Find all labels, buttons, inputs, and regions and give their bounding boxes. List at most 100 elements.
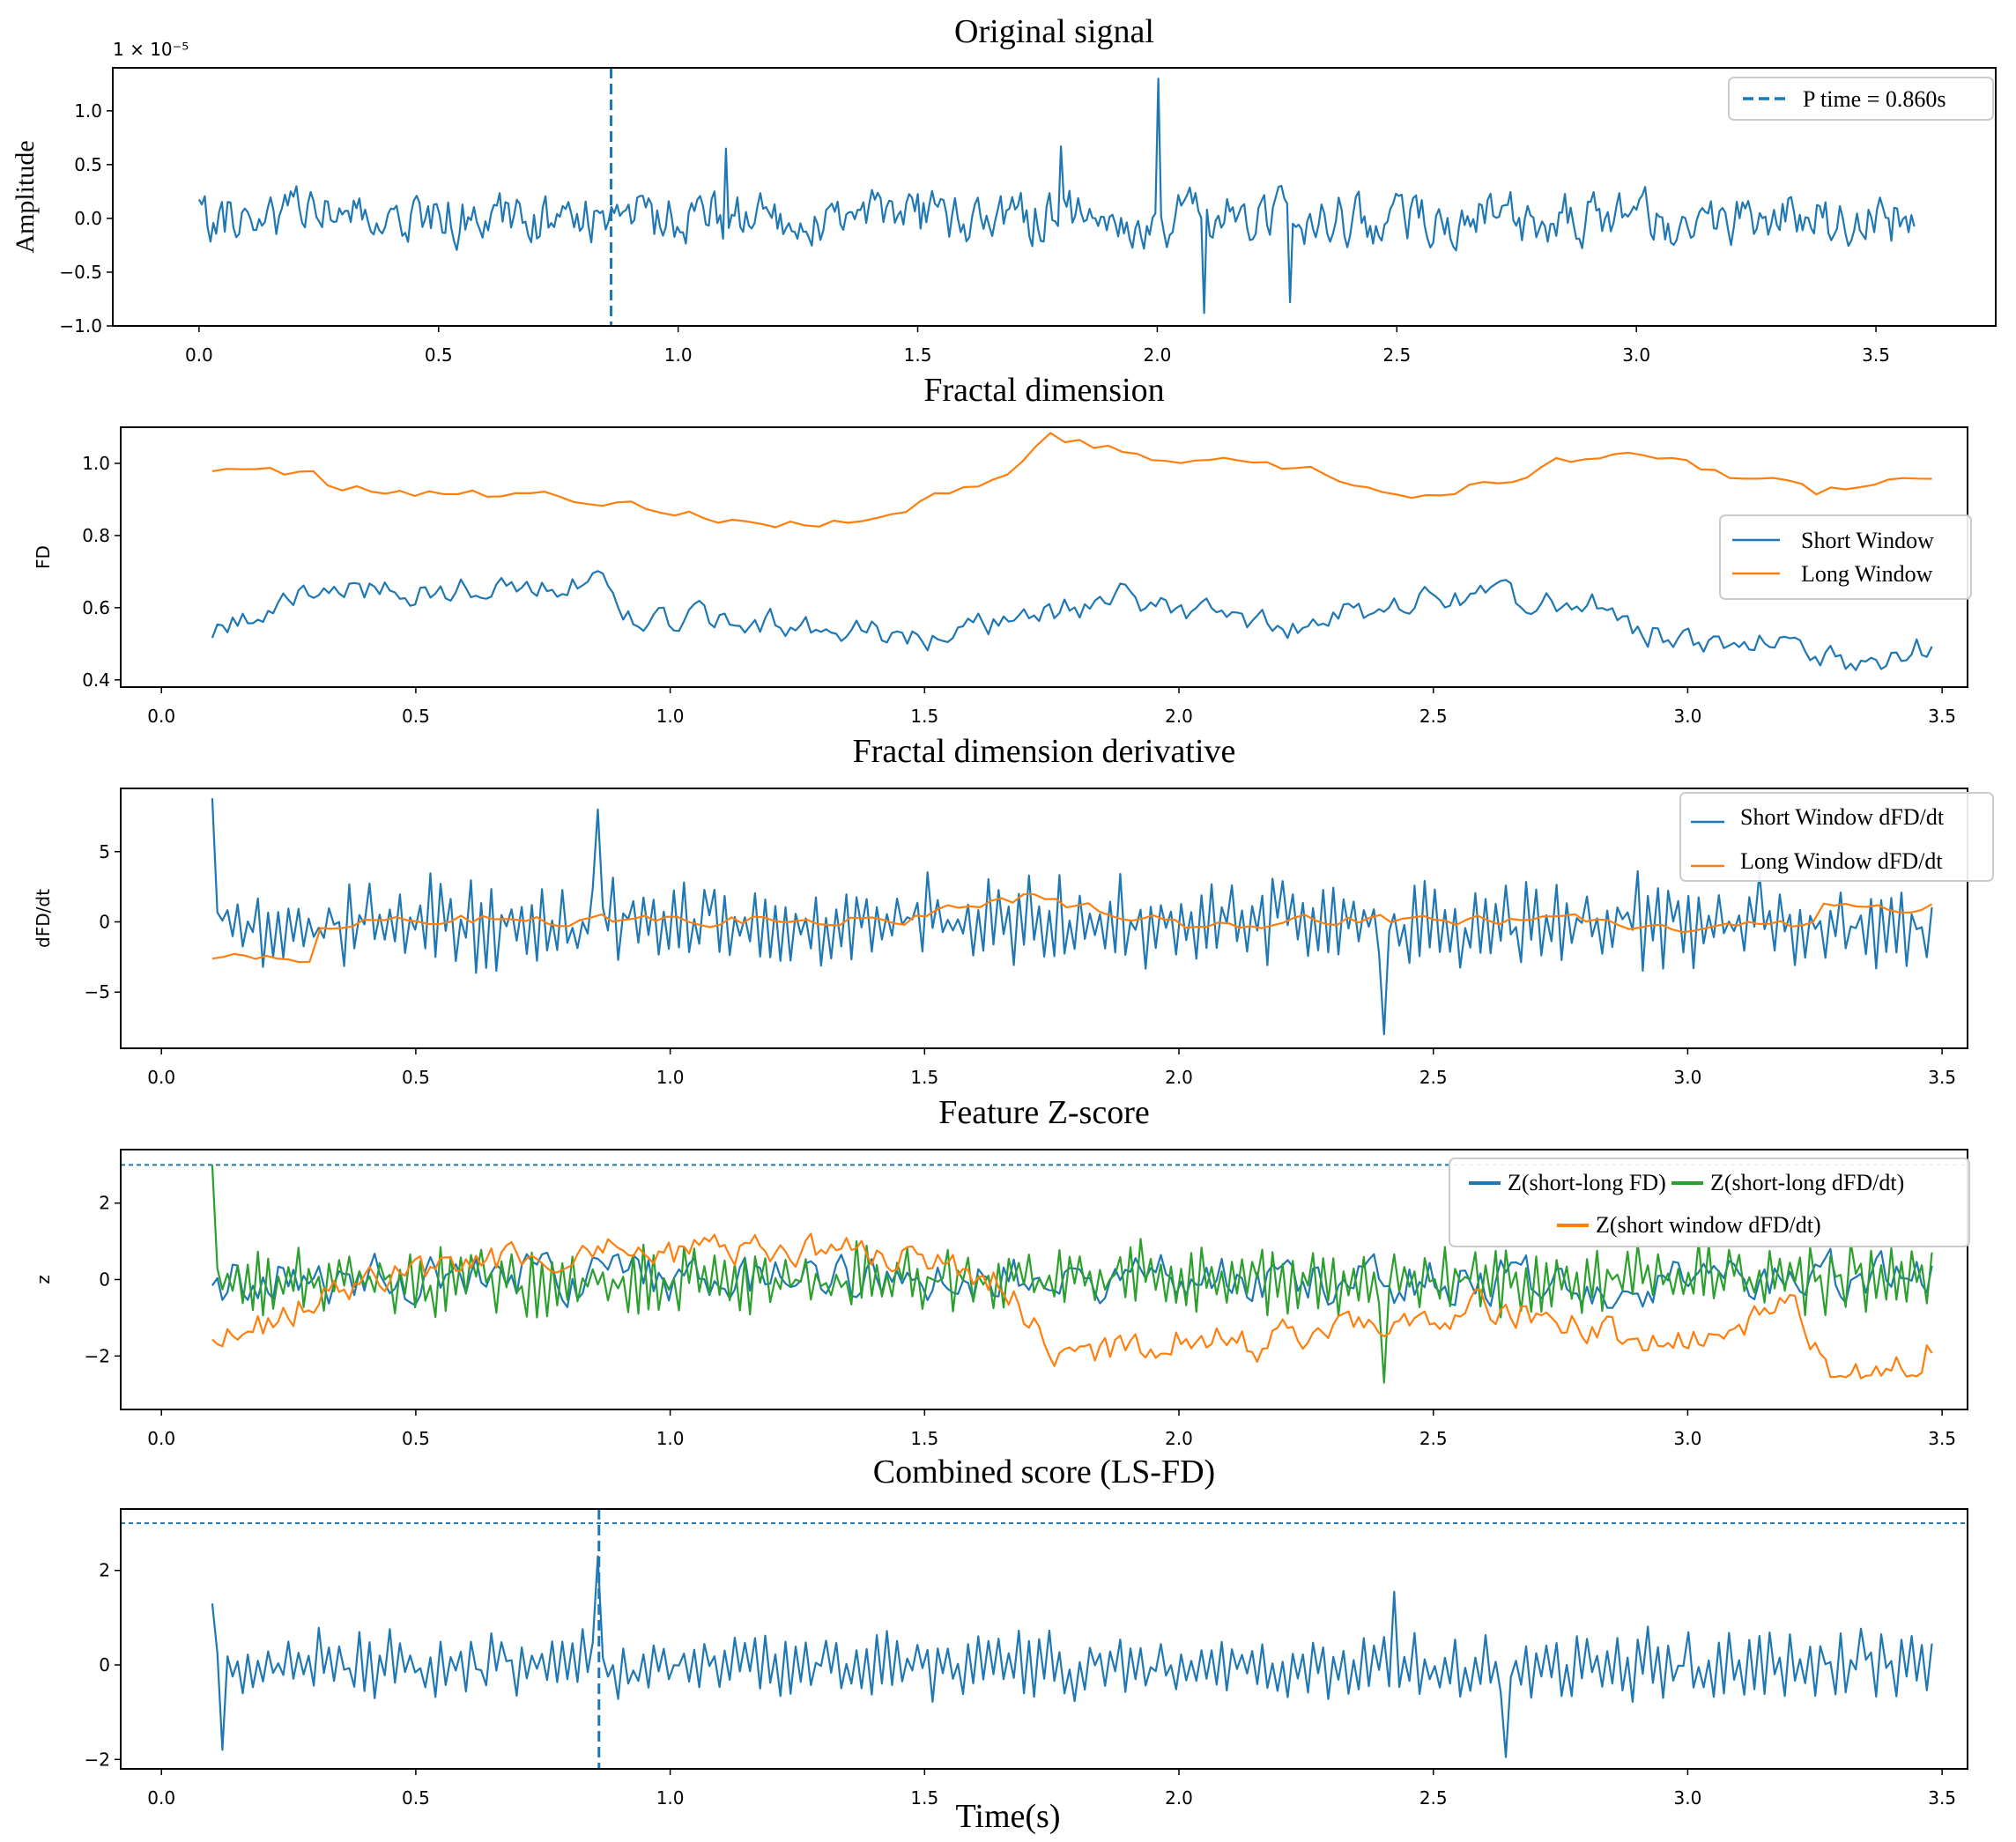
- x-tick-label: 2.0: [1165, 1428, 1193, 1449]
- x-tick-label: 0.0: [147, 1787, 175, 1809]
- legend-label: Z(short-long FD): [1508, 1170, 1666, 1195]
- x-tick-label: 0.5: [402, 1428, 430, 1449]
- axes-frame: [120, 1149, 1968, 1410]
- axes-frame: [120, 788, 1968, 1049]
- x-tick-label: 3.0: [1674, 1067, 1702, 1088]
- x-tick-label: 0.5: [402, 1067, 430, 1088]
- series-line-long-window: [211, 432, 1932, 529]
- y-axis-label: Amplitude: [11, 140, 40, 253]
- y-tick-label: 0.0: [74, 208, 102, 229]
- y-tick-label: 2: [99, 1193, 110, 1214]
- y-tick-label: 2: [99, 1560, 110, 1581]
- x-tick-label: 1.0: [656, 1067, 685, 1088]
- series-line-z-short-window-dfd-dt-: [211, 1232, 1933, 1380]
- x-tick-label: 1.5: [910, 1428, 938, 1449]
- legend-box: [1728, 77, 1994, 121]
- legend-box: [1679, 792, 1994, 882]
- x-tick-label: 1.5: [910, 706, 938, 727]
- series-line-short-window: [211, 570, 1933, 671]
- y-tick-label: 0.5: [74, 154, 102, 175]
- legend-label: Z(short-long dFD/dt): [1710, 1170, 1904, 1195]
- chart-title: Original signal: [954, 13, 1154, 50]
- plot-area: [197, 68, 1916, 326]
- series-line-combined: [211, 1555, 1933, 1758]
- chart-panel-3: Fractal dimension derivative 0.0 0.5 1.0 1.5…: [33, 733, 1994, 1088]
- series-line-short-window-dfd-dt: [211, 798, 1933, 1036]
- x-tick-label: 2.5: [1382, 344, 1411, 366]
- y-tick-label: −2: [85, 1345, 110, 1366]
- y-tick-label: 1.0: [74, 100, 102, 122]
- y-tick-label: 5: [99, 841, 110, 862]
- y-tick-label: −2: [85, 1749, 110, 1770]
- y-axis-label: dFD/dt: [33, 889, 54, 948]
- series-line-z-short-long-dfd-dt-: [211, 1165, 1933, 1384]
- legend: Short Window dFD/dt Long Window dFD/dt: [1679, 792, 1994, 882]
- y-offset-text: 1 × 10⁻⁵: [113, 39, 189, 60]
- y-tick-label: −0.5: [59, 262, 102, 283]
- chart-panel-5: Combined score (LS-FD) 0.0 0.5 1.0 1.5 2.0 2.5…: [85, 1454, 1968, 1809]
- chart-title: Fractal dimension: [923, 372, 1164, 409]
- x-tick-label: 0.0: [147, 1428, 175, 1449]
- chart-panel-1: Original signal 0.0 0.5 1.0 1.5 2.0 2.5 3.0 3.5 −…: [11, 13, 1997, 366]
- plot-area: [211, 432, 1933, 671]
- x-tick-label: 2.5: [1419, 1428, 1448, 1449]
- legend-label: Long Window dFD/dt: [1740, 848, 1943, 874]
- chart-title: Fractal dimension derivative: [853, 733, 1236, 770]
- axes-frame: [112, 67, 1997, 327]
- axes-frame: [120, 426, 1968, 688]
- x-tick-label: 3.0: [1674, 706, 1702, 727]
- legend: P time = 0.860s: [1728, 77, 1994, 121]
- x-tick-label: 0.0: [147, 706, 175, 727]
- y-tick-label: 0: [99, 911, 110, 932]
- x-tick-label: 2.0: [1165, 1787, 1193, 1809]
- x-tick-label: 3.0: [1674, 1787, 1702, 1809]
- axes-frame: [120, 1508, 1968, 1770]
- y-tick-label: 0.4: [82, 669, 110, 691]
- legend-label: P time = 0.860s: [1803, 86, 1946, 112]
- x-tick-label: 3.5: [1928, 706, 1956, 727]
- x-tick-label: 2.0: [1165, 1067, 1193, 1088]
- x-tick-label: 2.5: [1419, 1067, 1448, 1088]
- x-tick-label: 2.5: [1419, 706, 1448, 727]
- plot-area: [211, 798, 1933, 1036]
- x-tick-label: 3.0: [1622, 344, 1650, 366]
- x-tick-label: 0.5: [402, 706, 430, 727]
- legend-label: Short Window: [1801, 528, 1934, 553]
- chart-title: Combined score (LS-FD): [873, 1454, 1215, 1491]
- x-axis-label: Time(s): [955, 1798, 1061, 1835]
- chart-title: Feature Z-score: [938, 1094, 1150, 1131]
- legend-label: Long Window: [1801, 561, 1933, 587]
- y-axis-label: z: [33, 1275, 54, 1284]
- x-tick-label: 1.0: [656, 1787, 685, 1809]
- x-tick-label: 2.0: [1165, 706, 1193, 727]
- x-tick-label: 1.0: [656, 706, 685, 727]
- y-axis-label: FD: [33, 545, 54, 569]
- x-tick-label: 0.5: [425, 344, 453, 366]
- y-tick-label: 0.8: [82, 525, 110, 546]
- x-tick-label: 0.0: [185, 344, 213, 366]
- x-tick-label: 1.0: [664, 344, 693, 366]
- chart-panel-2: Fractal dimension 0.0 0.5 1.0 1.5 2.0 2.5 3.0 3.…: [33, 372, 1972, 727]
- chart-panel-4: Feature Z-score 0.0 0.5 1.0 1.5 2.0 2.5 3.0 3.5 −…: [33, 1094, 1970, 1449]
- x-tick-label: 1.0: [656, 1428, 685, 1449]
- x-tick-label: 3.0: [1674, 1428, 1702, 1449]
- legend: Z(short-long FD) Z(short-long dFD/dt) Z(sh…: [1449, 1158, 1970, 1247]
- x-tick-label: 3.5: [1928, 1787, 1956, 1809]
- x-tick-label: 0.0: [147, 1067, 175, 1088]
- x-tick-label: 3.5: [1928, 1428, 1956, 1449]
- x-tick-label: 2.0: [1144, 344, 1172, 366]
- y-tick-label: −1.0: [59, 315, 102, 337]
- y-tick-label: −5: [85, 981, 110, 1002]
- x-tick-label: 3.5: [1928, 1067, 1956, 1088]
- y-tick-label: 1.0: [82, 453, 110, 474]
- x-tick-label: 1.5: [904, 344, 932, 366]
- legend-box: [1719, 514, 1972, 600]
- legend: Short Window Long Window: [1719, 514, 1972, 600]
- x-tick-label: 1.5: [910, 1787, 938, 1809]
- y-tick-label: 0: [99, 1269, 110, 1291]
- legend-label: Short Window dFD/dt: [1740, 804, 1945, 830]
- x-tick-label: 0.5: [402, 1787, 430, 1809]
- x-tick-label: 3.5: [1862, 344, 1890, 366]
- series-line-signal: [197, 78, 1916, 314]
